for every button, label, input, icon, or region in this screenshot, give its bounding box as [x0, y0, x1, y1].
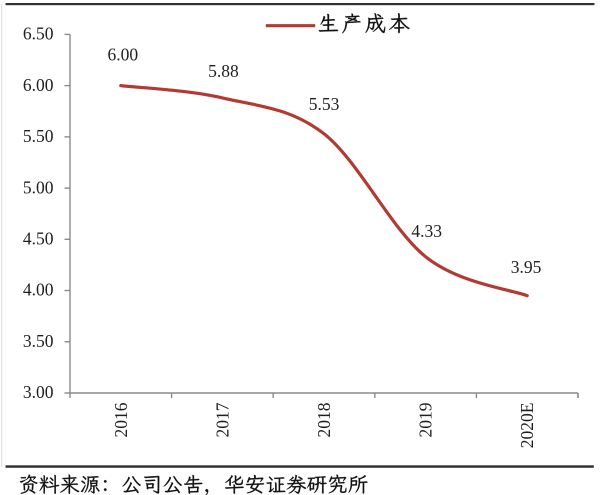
svg-text:5.88: 5.88 — [208, 61, 239, 81]
svg-text:3.95: 3.95 — [511, 257, 542, 277]
svg-text:3.00: 3.00 — [23, 382, 54, 402]
svg-text:6.50: 6.50 — [23, 24, 54, 44]
svg-text:2017: 2017 — [212, 402, 232, 437]
svg-text:4.33: 4.33 — [411, 221, 442, 241]
svg-text:4.00: 4.00 — [23, 280, 54, 300]
svg-text:2020E: 2020E — [517, 403, 537, 449]
svg-text:2016: 2016 — [111, 402, 131, 437]
svg-text:2018: 2018 — [314, 402, 334, 437]
svg-text:5.53: 5.53 — [309, 94, 340, 114]
svg-text:3.50: 3.50 — [23, 331, 54, 351]
svg-text:5.50: 5.50 — [23, 126, 54, 146]
svg-text:2019: 2019 — [416, 402, 436, 437]
svg-text:6.00: 6.00 — [107, 44, 138, 64]
svg-text:4.50: 4.50 — [23, 229, 54, 249]
svg-text:6.00: 6.00 — [23, 75, 54, 95]
svg-text:5.00: 5.00 — [23, 177, 54, 197]
